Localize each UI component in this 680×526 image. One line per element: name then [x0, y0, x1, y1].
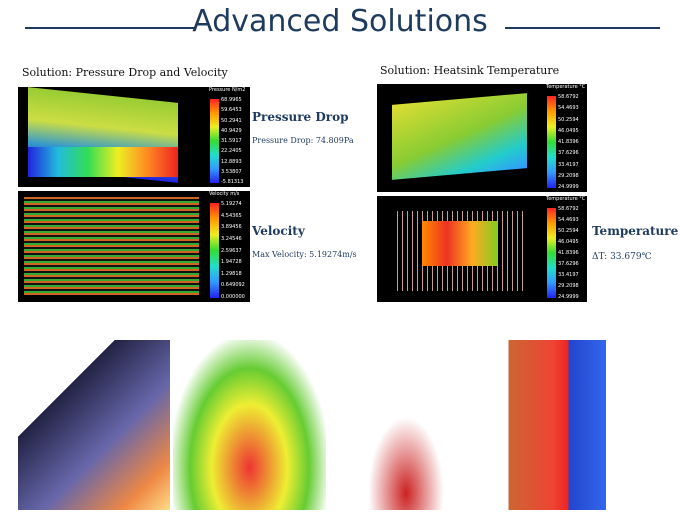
temperature-note: ΔT: 33.679℃: [592, 252, 652, 262]
legend-value: 59.6453: [221, 107, 242, 114]
legend-value: 58.6792: [558, 206, 579, 212]
legend-value: 2.59637: [221, 247, 242, 254]
legend-value: 54.4693: [558, 105, 579, 112]
heatsink-fin-temperature-image: Temperature °C 58.6792 54.4693 50.2594 46.04…: [377, 196, 587, 302]
pressure-drop-label: Pressure Drop: [252, 110, 349, 124]
legend-value: 41.8396: [558, 139, 579, 145]
legend-value: 3.24546: [221, 235, 242, 242]
legend-value: 40.9429: [221, 127, 242, 134]
temperature-legend-1: Temperature °C 58.6792 54.4693 50.2594 46.04…: [543, 84, 587, 192]
velocity-label: Velocity: [252, 224, 305, 238]
legend-value: 0.649092: [221, 282, 245, 289]
legend-value: 33.4197: [558, 161, 579, 168]
title-rule-right: [505, 27, 660, 29]
legend-value: 37.6296: [558, 150, 579, 157]
legend-value: 68.9965: [221, 97, 242, 103]
legend-value: 0.000000: [221, 294, 245, 300]
legend-value: 1.94728: [221, 259, 242, 266]
legend-value: 4.54365: [221, 212, 242, 219]
left-heading: Solution: Pressure Drop and Velocity: [22, 66, 228, 79]
title-rule-left: [25, 27, 195, 29]
legend-value: 50.2941: [221, 117, 242, 124]
pressure-legend: Pressure N/m2 68.9965 59.6453 50.2941 40.942…: [206, 87, 250, 187]
legend-value: 46.0495: [558, 127, 579, 134]
velocity-simulation-image: Velocity m/s 5.19274 4.54365 3.89456 3.24546…: [18, 191, 250, 302]
velocity-legend: Velocity m/s 5.19274 4.54365 3.89456 3.24546…: [206, 191, 250, 302]
legend-value: 3.89456: [221, 224, 242, 231]
pressure-simulation-image: Pressure N/m2 68.9965 59.6453 50.2941 40.942…: [18, 87, 250, 187]
right-heading: Solution: Heatsink Temperature: [380, 64, 560, 77]
radial-heatsink-airflow-image: [173, 340, 326, 510]
legend-value: 29.2098: [558, 172, 579, 179]
legend-value: 29.2098: [558, 283, 579, 289]
legend-value: 37.6296: [558, 261, 579, 267]
legend-value: 12.8893: [221, 158, 242, 165]
legend-value: 5.19274: [221, 201, 242, 207]
legend-value: 22.2405: [221, 148, 242, 155]
pressure-drop-note: Pressure Drop: 74.809Pa: [252, 136, 354, 145]
legend-value: 1.29818: [221, 270, 242, 277]
legend-value: 3.53807: [221, 168, 242, 175]
page-title: Advanced Solutions: [192, 4, 488, 39]
temperature-label: Temperature: [592, 224, 679, 238]
legend-value: 46.0495: [558, 239, 579, 245]
velocity-note: Max Velocity: 5.19274m/s: [252, 250, 357, 259]
heatsink-temperature-image: Temperature °C 58.6792 54.4693 50.2594 46.04…: [377, 84, 587, 192]
legend-value: 24.9999: [558, 294, 579, 300]
legend-value: 41.8396: [558, 250, 579, 256]
pin-fin-flow-image: [18, 340, 170, 510]
legend-value: 54.4693: [558, 217, 579, 223]
legend-value: 24.9999: [558, 184, 579, 190]
legend-value: 50.2594: [558, 116, 579, 123]
legend-value: -5.81313: [221, 179, 244, 185]
cylindrical-heatsink-flow-image: [330, 340, 482, 510]
heat-exchanger-flow-image: [486, 340, 636, 510]
legend-value: 31.5917: [221, 138, 242, 144]
legend-value: 50.2594: [558, 228, 579, 234]
legend-value: 58.6792: [558, 94, 579, 100]
legend-value: 33.4197: [558, 272, 579, 278]
temperature-legend-2: Temperature °C 58.6792 54.4693 50.2594 46.04…: [543, 196, 587, 302]
